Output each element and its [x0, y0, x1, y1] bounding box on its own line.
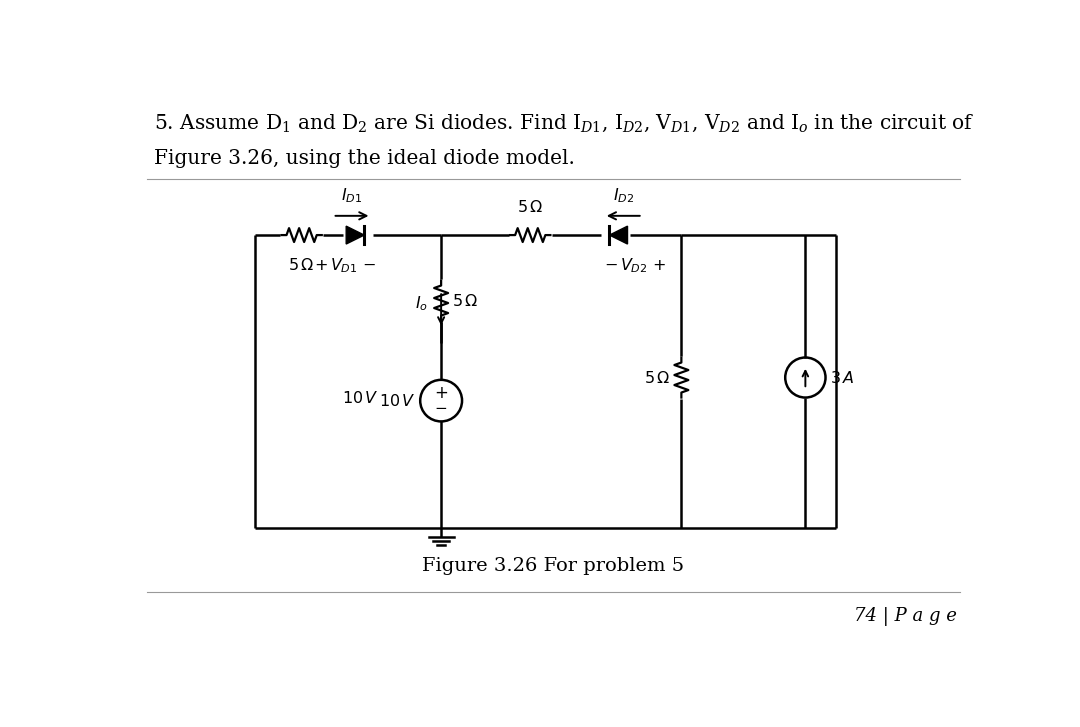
- Text: Figure 3.26 For problem 5: Figure 3.26 For problem 5: [422, 557, 685, 575]
- Text: 5. Assume D$_1$ and D$_2$ are Si diodes. Find I$_{D1}$, I$_{D2}$, V$_{D1}$, V$_{: 5. Assume D$_1$ and D$_2$ are Si diodes.…: [154, 113, 975, 134]
- Text: $3\,A$: $3\,A$: [831, 369, 854, 385]
- Text: −: −: [435, 401, 447, 416]
- Polygon shape: [609, 226, 627, 244]
- Polygon shape: [347, 226, 364, 244]
- Text: $+\,V_{D1}\,-$: $+\,V_{D1}\,-$: [314, 257, 377, 276]
- Text: $I_{D1}$: $I_{D1}$: [341, 186, 363, 205]
- Text: $5\,\Omega$: $5\,\Omega$: [451, 292, 478, 308]
- Text: $I_o$: $I_o$: [415, 294, 428, 313]
- Text: Figure 3.26, using the ideal diode model.: Figure 3.26, using the ideal diode model…: [154, 148, 576, 168]
- Text: $10\,V$: $10\,V$: [379, 393, 416, 409]
- Text: $I_{D2}$: $I_{D2}$: [612, 186, 634, 205]
- Text: $-\,V_{D2}\,+$: $-\,V_{D2}\,+$: [604, 257, 666, 276]
- Text: $5\,\Omega$: $5\,\Omega$: [288, 257, 315, 273]
- Text: $5\,\Omega$: $5\,\Omega$: [644, 369, 671, 385]
- Text: $5\,\Omega$: $5\,\Omega$: [517, 199, 543, 215]
- Text: 74 | P a g e: 74 | P a g e: [853, 607, 957, 626]
- Text: +: +: [434, 384, 448, 402]
- Text: $10\,V$: $10\,V$: [342, 390, 379, 406]
